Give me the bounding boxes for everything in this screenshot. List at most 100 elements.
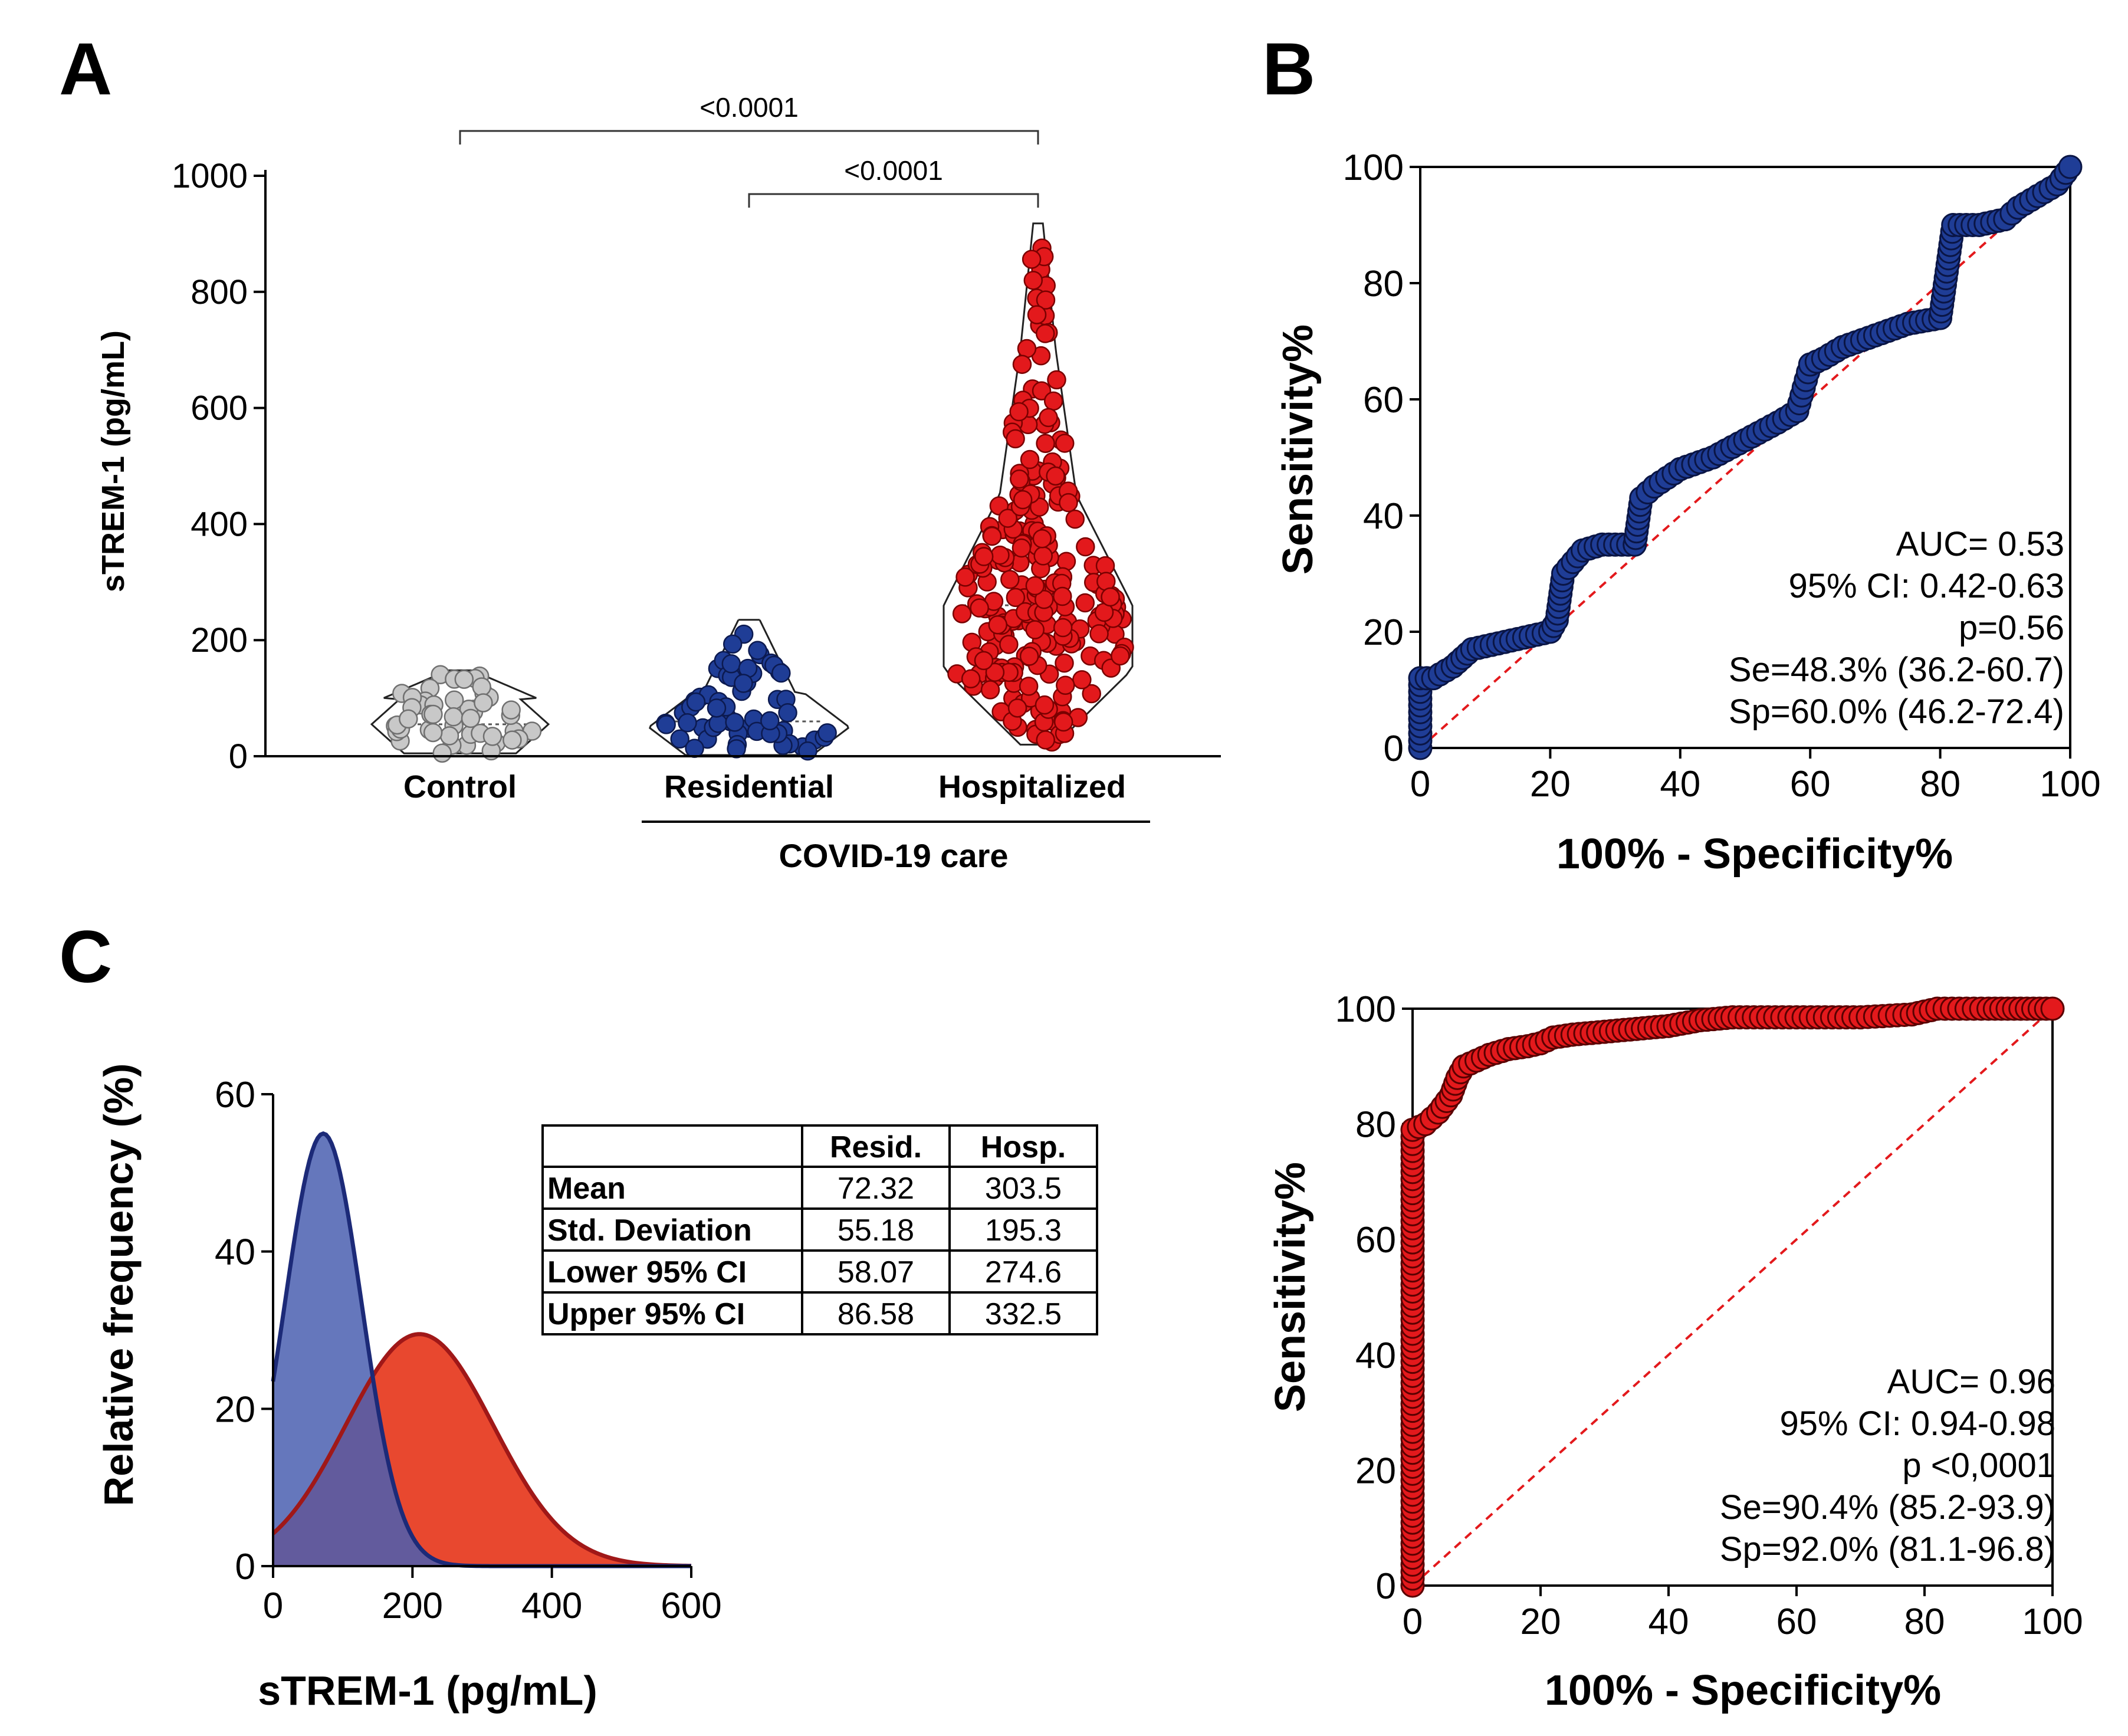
data-point-hospitalized bbox=[1059, 493, 1078, 513]
data-point-residential bbox=[721, 654, 741, 674]
data-point-hospitalized bbox=[1053, 618, 1073, 638]
data-point-control bbox=[472, 677, 491, 697]
data-point-hospitalized bbox=[1036, 730, 1055, 750]
panel-c-ytick-label: 20 bbox=[215, 1389, 255, 1430]
data-point-hospitalized bbox=[1035, 695, 1055, 715]
data-point-control bbox=[461, 708, 481, 728]
panel-c-ytick-label: 0 bbox=[235, 1547, 255, 1587]
panel-b-xtick-label: 40 bbox=[1660, 764, 1700, 805]
table-cell: 195.3 bbox=[985, 1213, 1062, 1248]
table-cell: 303.5 bbox=[985, 1171, 1062, 1206]
panel-c-ytick-label: 60 bbox=[215, 1075, 255, 1115]
table-cell: 332.5 bbox=[985, 1297, 1062, 1331]
panel-a-ylabel: sTREM-1 (pg/mL) bbox=[96, 330, 131, 592]
data-point-control bbox=[474, 693, 493, 713]
panel-d-xtick-label: 0 bbox=[1403, 1602, 1423, 1642]
data-point-hospitalized bbox=[1055, 434, 1075, 453]
panel-d-ytick-label: 0 bbox=[1376, 1566, 1396, 1607]
data-point-hospitalized bbox=[985, 662, 1005, 682]
data-point-control bbox=[439, 726, 459, 746]
panel-b-xlabel: 100% - Specificity% bbox=[1556, 831, 1953, 878]
data-point-hospitalized bbox=[1072, 670, 1092, 690]
panel-d-ytick-label: 40 bbox=[1355, 1335, 1396, 1376]
panel-label-c: C bbox=[59, 916, 112, 998]
panel-a-category-hospitalized: Hospitalized bbox=[938, 769, 1126, 805]
panel-d-pvalue: p <0,0001 bbox=[1902, 1446, 2055, 1485]
table-cell: 86.58 bbox=[838, 1297, 914, 1331]
data-point-control bbox=[423, 704, 443, 724]
data-point-hospitalized bbox=[961, 669, 981, 689]
data-point-hospitalized bbox=[1019, 677, 1039, 696]
panel-d-ytick-label: 100 bbox=[1335, 989, 1396, 1030]
data-point-hospitalized bbox=[1009, 402, 1029, 422]
data-point-hospitalized bbox=[1035, 324, 1055, 343]
panel-a-category-control: Control bbox=[403, 769, 517, 805]
density-area-resid bbox=[273, 1133, 691, 1566]
panel-c-xtick-label: 0 bbox=[263, 1586, 283, 1626]
panel-b-frame bbox=[1419, 166, 2071, 749]
panel-b-xtick-label: 60 bbox=[1790, 764, 1831, 805]
stats-table-border bbox=[541, 1124, 1098, 1335]
data-point-hospitalized bbox=[1032, 529, 1052, 549]
panel-d-point bbox=[2040, 996, 2065, 1021]
data-point-hospitalized bbox=[1043, 391, 1063, 411]
data-point-residential bbox=[748, 641, 767, 660]
panel-b-xtick-label: 100 bbox=[2040, 764, 2100, 805]
data-point-hospitalized bbox=[1065, 509, 1085, 529]
data-point-hospitalized bbox=[1006, 429, 1025, 449]
data-point-hospitalized bbox=[1047, 370, 1066, 390]
data-point-hospitalized bbox=[1013, 490, 1033, 510]
data-point-hospitalized bbox=[1082, 684, 1101, 704]
data-point-residential bbox=[771, 663, 791, 683]
table-cell: 72.32 bbox=[838, 1171, 914, 1206]
panel-b-xtick-label: 0 bbox=[1410, 764, 1430, 805]
data-point-hospitalized bbox=[970, 598, 989, 618]
data-point-hospitalized bbox=[1012, 538, 1032, 558]
panel-c-xtick-label: 400 bbox=[521, 1586, 582, 1626]
panel-a-group-label: COVID-19 care bbox=[779, 837, 1008, 874]
data-point-control bbox=[432, 743, 452, 763]
data-point-hospitalized bbox=[1006, 588, 1026, 608]
panel-b-ytick-label: 100 bbox=[1343, 147, 1404, 188]
panel-c-xtick-label: 200 bbox=[382, 1586, 443, 1626]
panel-b-ylabel: Sensitivity% bbox=[1275, 324, 1322, 575]
table-cell: 274.6 bbox=[985, 1255, 1062, 1289]
panel-b-sensitivity: Se=48.3% (36.2-60.7) bbox=[1729, 651, 2064, 689]
data-point-control bbox=[454, 670, 474, 689]
panel-b-xtick-label: 80 bbox=[1920, 764, 1960, 805]
panel-d-reference-line bbox=[1411, 1008, 2054, 1587]
data-point-residential bbox=[817, 723, 837, 743]
data-point-hospitalized bbox=[1055, 653, 1074, 673]
panel-b-point bbox=[2058, 155, 2083, 179]
data-point-hospitalized bbox=[1053, 586, 1072, 606]
data-point-hospitalized bbox=[1029, 497, 1049, 517]
stats-table: Resid. Hosp. Mean 72.32 303.5 Std. Devia… bbox=[541, 1124, 1098, 1335]
data-point-hospitalized bbox=[999, 635, 1019, 654]
data-point-control bbox=[444, 707, 464, 727]
data-point-control bbox=[482, 727, 503, 746]
data-point-hospitalized bbox=[1076, 537, 1095, 557]
data-point-hospitalized bbox=[952, 604, 972, 623]
panel-a-pvalue-resid-hosp: <0.0001 bbox=[844, 155, 943, 186]
data-point-hospitalized bbox=[974, 547, 994, 566]
data-point-hospitalized bbox=[1036, 290, 1056, 310]
table-row-label: Mean bbox=[547, 1171, 626, 1206]
panel-d-ytick-label: 20 bbox=[1355, 1451, 1396, 1491]
data-point-residential bbox=[670, 729, 689, 749]
data-point-hospitalized bbox=[1019, 647, 1039, 666]
panel-b-ytick-label: 40 bbox=[1363, 496, 1404, 537]
data-point-residential bbox=[725, 713, 744, 732]
data-point-hospitalized bbox=[1096, 572, 1116, 591]
data-point-residential bbox=[678, 713, 697, 733]
data-point-hospitalized bbox=[998, 508, 1018, 528]
data-point-control bbox=[444, 690, 464, 710]
data-point-residential bbox=[707, 698, 727, 718]
data-point-control bbox=[399, 709, 418, 729]
table-row-label: Std. Deviation bbox=[547, 1213, 752, 1248]
panel-b-specificity: Sp=60.0% (46.2-72.4) bbox=[1729, 693, 2064, 731]
data-point-residential bbox=[656, 715, 676, 734]
panel-a-violin-chart: 0 200 400 600 800 1000 sTREM-1 (pg/mL) Contro… bbox=[96, 92, 1221, 874]
data-point-hospitalized bbox=[1012, 355, 1032, 374]
